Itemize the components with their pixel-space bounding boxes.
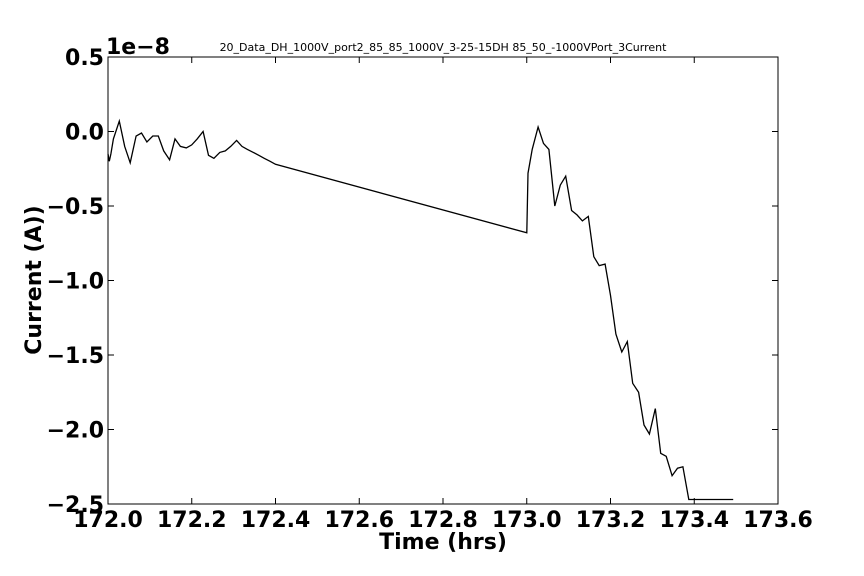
y-axis-ticks: 0.5 0.0 −0.5 −1.0 −1.5 −2.0 −2.5 [47, 46, 778, 518]
y-tick-label: −1.5 [47, 344, 104, 369]
y-tick-label: 0.0 [65, 121, 104, 146]
x-tick-label: 173.6 [743, 508, 813, 533]
x-tick-label: 172.2 [157, 508, 227, 533]
plot-frame [107, 56, 779, 505]
y-tick-label: −2.0 [47, 419, 104, 444]
y-tick-label: −0.5 [47, 195, 104, 220]
x-axis-ticks: 172.0 172.2 172.4 172.6 172.8 173.0 173.2 173.4… [73, 57, 813, 533]
x-tick-label: 172.4 [241, 508, 311, 533]
y-offset-text: 1e−8 [106, 35, 170, 60]
plot-background [108, 57, 778, 504]
x-tick-label: 172.6 [324, 508, 394, 533]
x-axis-label: Time (hrs) [379, 530, 507, 555]
chart-title: 20_Data_DH_1000V_port2_85_85_1000V_3-25-… [220, 41, 668, 54]
x-tick-label: 172.8 [408, 508, 478, 533]
y-axis-label: Current (A)) [22, 205, 47, 354]
series-line [107, 118, 734, 501]
x-tick-label: 173.0 [492, 508, 562, 533]
y-tick-label: −1.0 [47, 270, 104, 295]
x-tick-label: 173.4 [659, 508, 729, 533]
y-tick-label: −2.5 [47, 493, 104, 518]
x-tick-label: 172.0 [73, 508, 143, 533]
x-tick-label: 173.2 [576, 508, 646, 533]
y-tick-label: 0.5 [65, 46, 104, 71]
